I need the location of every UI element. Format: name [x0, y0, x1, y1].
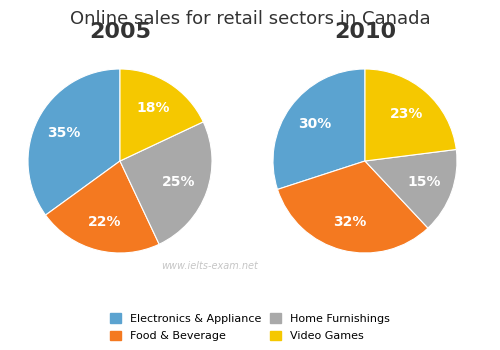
- Wedge shape: [120, 122, 212, 244]
- Legend: Electronics & Appliance, Food & Beverage, Home Furnishings, Video Games: Electronics & Appliance, Food & Beverage…: [110, 313, 390, 341]
- Text: Online sales for retail sectors in Canada: Online sales for retail sectors in Canad…: [70, 10, 430, 28]
- Text: 18%: 18%: [137, 101, 170, 115]
- Text: 32%: 32%: [333, 215, 366, 229]
- Text: 15%: 15%: [407, 175, 440, 189]
- Text: 22%: 22%: [88, 215, 121, 229]
- Wedge shape: [365, 69, 456, 161]
- Wedge shape: [365, 149, 457, 228]
- Wedge shape: [120, 69, 203, 161]
- Text: 25%: 25%: [162, 175, 196, 189]
- Text: 35%: 35%: [48, 126, 81, 140]
- Wedge shape: [273, 69, 365, 189]
- Text: www.ielts-exam.net: www.ielts-exam.net: [162, 261, 258, 271]
- Wedge shape: [28, 69, 120, 215]
- Text: 23%: 23%: [390, 107, 423, 121]
- Wedge shape: [278, 161, 428, 253]
- Title: 2005: 2005: [89, 22, 151, 42]
- Title: 2010: 2010: [334, 22, 396, 42]
- Text: 30%: 30%: [298, 117, 331, 131]
- Wedge shape: [46, 161, 159, 253]
